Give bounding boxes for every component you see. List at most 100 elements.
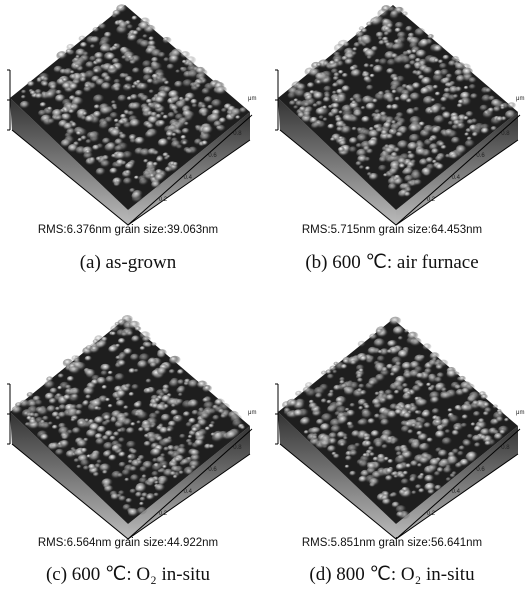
grain (157, 367, 167, 375)
grain (431, 148, 439, 155)
grain (71, 418, 76, 422)
grain (202, 125, 214, 134)
grain (466, 111, 474, 118)
grain (142, 336, 150, 342)
grain (167, 428, 173, 433)
grain (86, 382, 96, 390)
grain (485, 441, 492, 447)
grain (407, 142, 418, 151)
grain (144, 441, 152, 447)
grain (158, 423, 164, 427)
grain (108, 65, 117, 72)
grain (421, 411, 431, 419)
grain (137, 411, 149, 420)
grain (399, 489, 406, 495)
grain (435, 92, 441, 97)
grain (421, 452, 430, 459)
grain (412, 70, 418, 75)
grain (474, 426, 483, 433)
grain (126, 441, 136, 449)
grain (96, 168, 106, 176)
grain (382, 494, 390, 500)
grain (462, 388, 471, 395)
grain (448, 60, 457, 67)
grain (119, 133, 127, 139)
grain (320, 423, 331, 432)
grain (162, 384, 170, 390)
grain (58, 374, 65, 379)
grain (497, 411, 503, 416)
grain (112, 445, 121, 452)
grain (151, 112, 158, 118)
grain (300, 417, 311, 426)
grain (505, 110, 517, 120)
grain (435, 485, 443, 491)
grain (108, 404, 113, 408)
grain (442, 437, 453, 446)
grain (368, 347, 378, 355)
grain (368, 446, 374, 451)
grain (451, 382, 460, 390)
grain (459, 376, 467, 382)
grain (139, 83, 149, 91)
afm-panel: 0.20.40.60.8μm (275, 5, 524, 225)
axis-tick-label: 0.6 (208, 467, 217, 473)
grain (155, 484, 166, 492)
grain (67, 376, 75, 382)
grain (147, 495, 154, 501)
grain (148, 40, 157, 47)
grain (88, 464, 96, 471)
grain (134, 402, 143, 409)
grain (66, 49, 73, 55)
grain (35, 400, 43, 406)
axis-tick-label: 0.6 (208, 153, 217, 159)
grain (95, 438, 105, 446)
grain (21, 95, 26, 99)
grain (473, 411, 481, 417)
grain (394, 97, 400, 102)
grain (201, 413, 210, 420)
grain (143, 159, 149, 163)
grain (356, 149, 368, 158)
axis-tick-label: 0.8 (501, 131, 510, 137)
grain (61, 139, 72, 148)
grain (375, 392, 380, 396)
grain (157, 349, 167, 357)
grain (76, 465, 81, 469)
grain (94, 52, 104, 60)
grain (411, 160, 417, 165)
grain (398, 455, 405, 461)
grain (404, 64, 412, 70)
grain (384, 26, 391, 32)
grain (130, 354, 140, 362)
grain (154, 398, 160, 403)
measurement-line: RMS:5.851nm grain size:56.641nm (302, 537, 482, 549)
grain (329, 366, 337, 372)
grain (396, 463, 405, 471)
grain (69, 74, 77, 80)
grain (50, 388, 58, 395)
grain (329, 402, 341, 412)
grain (470, 93, 478, 99)
grain (209, 113, 221, 123)
grain (178, 393, 183, 397)
grain (404, 329, 409, 333)
grain (414, 355, 425, 364)
grain (86, 369, 96, 377)
grain (496, 116, 504, 122)
grain (99, 121, 110, 130)
grain (452, 430, 460, 436)
grain (397, 140, 409, 150)
grain (402, 12, 408, 17)
grain (147, 123, 155, 129)
grain (118, 437, 125, 443)
grain (92, 346, 98, 351)
grain (154, 493, 160, 498)
grain (386, 104, 393, 110)
grain (372, 398, 382, 406)
grain (383, 92, 395, 102)
grain (303, 111, 312, 118)
grain (182, 400, 194, 409)
measurement-line: RMS:5.715nm grain size:64.453nm (302, 224, 482, 236)
grain (327, 374, 335, 380)
